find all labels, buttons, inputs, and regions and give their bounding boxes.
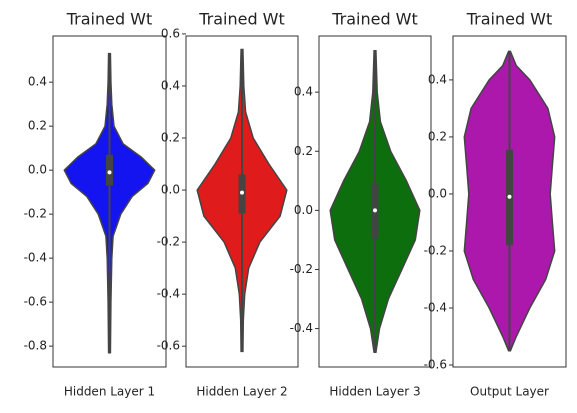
y-tick-label: 0.4 xyxy=(294,85,313,99)
plot-frame xyxy=(185,35,299,368)
plot-frame xyxy=(452,35,567,368)
y-tick-label: 0.0 xyxy=(161,183,180,197)
y-tick-label: -0.2 xyxy=(24,207,47,221)
chart-title: Trained Wt xyxy=(466,10,553,29)
y-tick-label: 0.2 xyxy=(28,119,47,133)
y-tick-label: -0.4 xyxy=(424,300,447,314)
x-axis-label: Output Layer xyxy=(470,385,549,399)
x-axis-label: Hidden Layer 1 xyxy=(64,385,155,399)
x-axis-label: Hidden Layer 2 xyxy=(196,385,287,399)
plot-frame xyxy=(52,35,167,368)
median xyxy=(507,194,512,199)
plot-frame xyxy=(318,35,432,368)
y-tick-label: -0.6 xyxy=(157,339,180,353)
y-tick-label: 0.4 xyxy=(28,75,47,89)
y-tick-label: 0.0 xyxy=(28,163,47,177)
x-axis-label: Hidden Layer 3 xyxy=(329,385,420,399)
y-tick-label: -0.4 xyxy=(290,321,313,335)
y-tick-label: -0.4 xyxy=(157,287,180,301)
y-tick-label: -0.8 xyxy=(24,339,47,353)
y-tick-label: 0.4 xyxy=(161,78,180,92)
y-tick-label: 0.2 xyxy=(161,131,180,145)
y-tick-label: 0.0 xyxy=(294,203,313,217)
median xyxy=(373,208,377,213)
y-tick-label: -0.4 xyxy=(24,251,47,265)
y-tick-label: 0.2 xyxy=(428,129,447,143)
median xyxy=(107,170,112,175)
y-tick-label: 0.2 xyxy=(294,144,313,158)
chart-title: Trained Wt xyxy=(198,10,285,29)
y-tick-label: -0.6 xyxy=(424,358,447,372)
y-tick-label: 0.4 xyxy=(428,72,447,86)
chart-title: Trained Wt xyxy=(66,10,153,29)
iqr-box xyxy=(106,154,113,186)
y-tick-label: -0.2 xyxy=(424,243,447,257)
y-tick-label: -0.2 xyxy=(290,262,313,276)
y-tick-label: 0.0 xyxy=(428,186,447,200)
y-tick-label: -0.6 xyxy=(24,295,47,309)
chart-title: Trained Wt xyxy=(331,10,418,29)
median xyxy=(240,190,244,195)
y-tick-label: -0.2 xyxy=(157,235,180,249)
y-tick-label: 0.6 xyxy=(161,26,180,40)
